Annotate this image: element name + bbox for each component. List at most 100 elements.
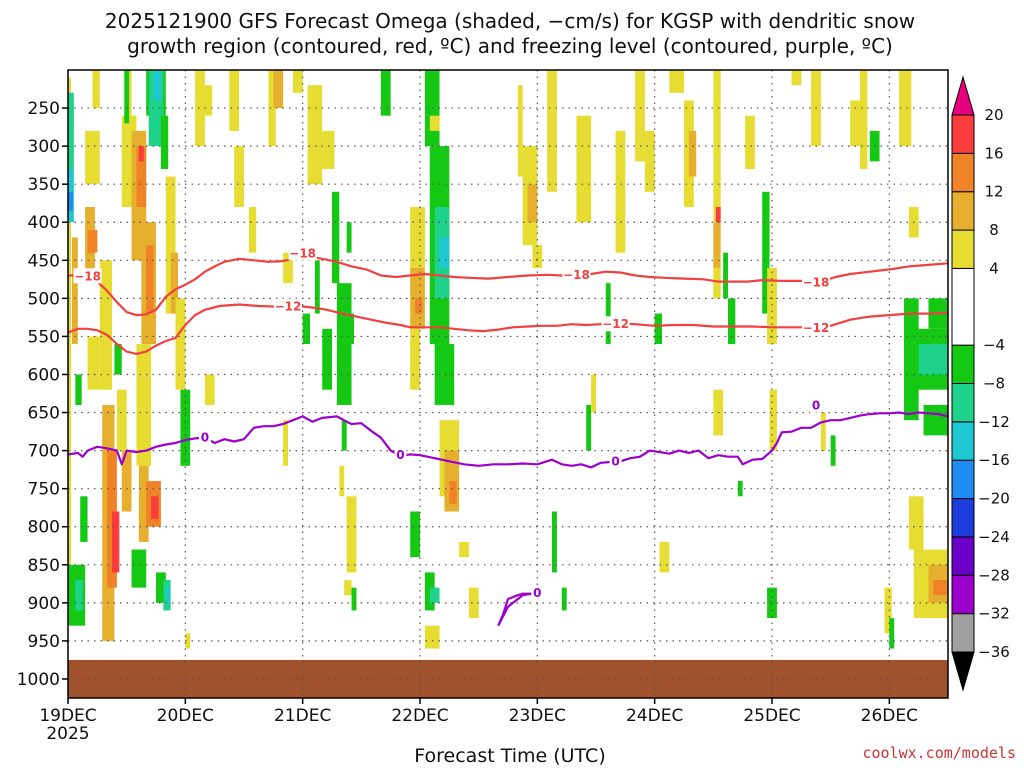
contour-label-0-2: 0 <box>611 454 619 468</box>
omega-cell-19 <box>116 389 127 451</box>
omega-cell-123 <box>791 70 802 86</box>
y-tick-label-900: 900 <box>28 594 60 614</box>
omega-cell-1 <box>68 92 74 169</box>
chart-title-line-2: growth region (contoured, red, ºC) and f… <box>127 34 893 58</box>
omega-cell-36 <box>124 70 130 124</box>
colorbar-bin--12 <box>951 383 975 423</box>
omega-cell-8 <box>80 496 88 542</box>
omega-cell-59 <box>302 313 310 345</box>
omega-cell-94 <box>532 245 543 268</box>
colorbar-bin-8 <box>951 191 975 231</box>
omega-cell-60 <box>322 328 332 390</box>
omega-cell-56 <box>292 70 303 93</box>
omega-cell-120 <box>767 267 777 345</box>
omega-cell-102 <box>615 130 626 253</box>
omega-cell-75 <box>410 328 420 390</box>
contour-label-bg-0-closed-0 <box>531 584 544 600</box>
omega-cell-101 <box>605 283 611 345</box>
surface-band <box>68 659 948 698</box>
omega-cell-93 <box>527 184 538 223</box>
omega-cell-33 <box>156 572 166 603</box>
contour-label-bg--18-0 <box>73 268 102 284</box>
y-tick-label-550: 550 <box>28 327 60 347</box>
omega-cell-18 <box>114 344 122 375</box>
omega-cell-119 <box>762 191 770 314</box>
omega-cell-7 <box>75 580 83 611</box>
colorbar-label-4: 4 <box>989 259 999 277</box>
omega-cell-105 <box>654 313 662 345</box>
contour-label--18-3: −18 <box>803 275 830 289</box>
omega-cell-130 <box>884 587 892 634</box>
x-tick-label-25DEC: 25DEC <box>743 706 800 726</box>
omega-cell-115 <box>723 252 728 299</box>
colorbar-label-20: 20 <box>984 106 1003 124</box>
contour-label-bg--12-1 <box>601 316 630 332</box>
y-tick-label-700: 700 <box>28 442 60 462</box>
x-tick-label-24DEC: 24DEC <box>626 706 683 726</box>
omega-cell-13 <box>87 336 100 390</box>
omega-cell-81 <box>439 237 450 268</box>
x-tick-sublabel-19DEC: 2025 <box>46 724 89 744</box>
omega-cell-90 <box>468 587 479 619</box>
contour-label-0-0: 0 <box>201 431 209 445</box>
omega-cell-45 <box>185 633 191 649</box>
omega-cell-61 <box>322 130 335 169</box>
omega-cell-50 <box>234 146 244 208</box>
colorbar-label--20: −20 <box>978 490 1010 508</box>
y-tick-label-950: 950 <box>28 632 60 652</box>
contour-line-0 <box>67 411 949 469</box>
omega-cell-112 <box>715 207 721 223</box>
contour-label-bg--12-2 <box>802 320 830 336</box>
y-tick-label-850: 850 <box>28 556 60 576</box>
omega-cell-72 <box>410 207 425 268</box>
colorbar-arrow-bottom <box>951 651 975 692</box>
omega-cell-40 <box>160 115 169 169</box>
omega-cell-87 <box>429 587 440 603</box>
credit-text[interactable]: coolwx.com/models <box>862 744 1016 762</box>
y-tick-label-250: 250 <box>28 99 60 119</box>
y-tick-label-350: 350 <box>28 175 60 195</box>
omega-cell-14 <box>99 260 112 390</box>
contour-label-bg--18-3 <box>802 274 830 290</box>
omega-cell-32 <box>131 549 147 588</box>
x-tick-label-23DEC: 23DEC <box>509 706 566 726</box>
omega-cell-69 <box>344 580 352 596</box>
contour-label-bg--18-2 <box>562 266 591 282</box>
y-tick-label-600: 600 <box>28 365 60 385</box>
omega-cell-122 <box>767 587 777 619</box>
omega-cell-118 <box>745 115 755 169</box>
omega-cell-91 <box>517 85 523 177</box>
y-tick-label-500: 500 <box>28 289 60 309</box>
contour-label-bg-0-2 <box>609 453 622 469</box>
contour-label-0-closed-0: 0 <box>533 586 541 600</box>
omega-cell-82 <box>434 344 455 405</box>
colorbar-bin--16 <box>951 421 975 461</box>
colorbar-label--8: −8 <box>983 375 1005 393</box>
omega-cell-113 <box>713 267 721 299</box>
omega-cell-132 <box>899 70 912 147</box>
omega-cell-35 <box>165 587 170 603</box>
colorbar-bin--4 <box>951 267 975 346</box>
omega-cell-70 <box>351 587 357 611</box>
contour-label--18-2: −18 <box>563 268 590 282</box>
omega-cell-109 <box>688 130 697 177</box>
omega-cell-107 <box>669 70 684 93</box>
omega-cell-42 <box>170 252 178 314</box>
omega-cell-66 <box>346 222 352 253</box>
colorbar-bin--32 <box>951 574 975 615</box>
omega-cell-62 <box>332 191 340 284</box>
omega-cell-3 <box>68 191 73 211</box>
omega-cell-98 <box>586 404 592 451</box>
colorbar-label-16: 16 <box>984 144 1003 162</box>
omega-cell-9 <box>85 130 100 185</box>
colorbar-label--24: −24 <box>978 528 1010 546</box>
colorbar-bin-4 <box>951 229 975 269</box>
omega-cell-97 <box>561 587 567 611</box>
omega-cell-4 <box>71 237 78 345</box>
colorbar-bin--28 <box>951 536 975 576</box>
contour-label-bg--18-1 <box>288 245 317 261</box>
colorbar-label--16: −16 <box>978 451 1010 469</box>
contour-label-0-1: 0 <box>396 448 404 462</box>
contour-label-bg--12-0 <box>274 298 302 314</box>
contour-label-bg-0-0 <box>198 429 211 445</box>
